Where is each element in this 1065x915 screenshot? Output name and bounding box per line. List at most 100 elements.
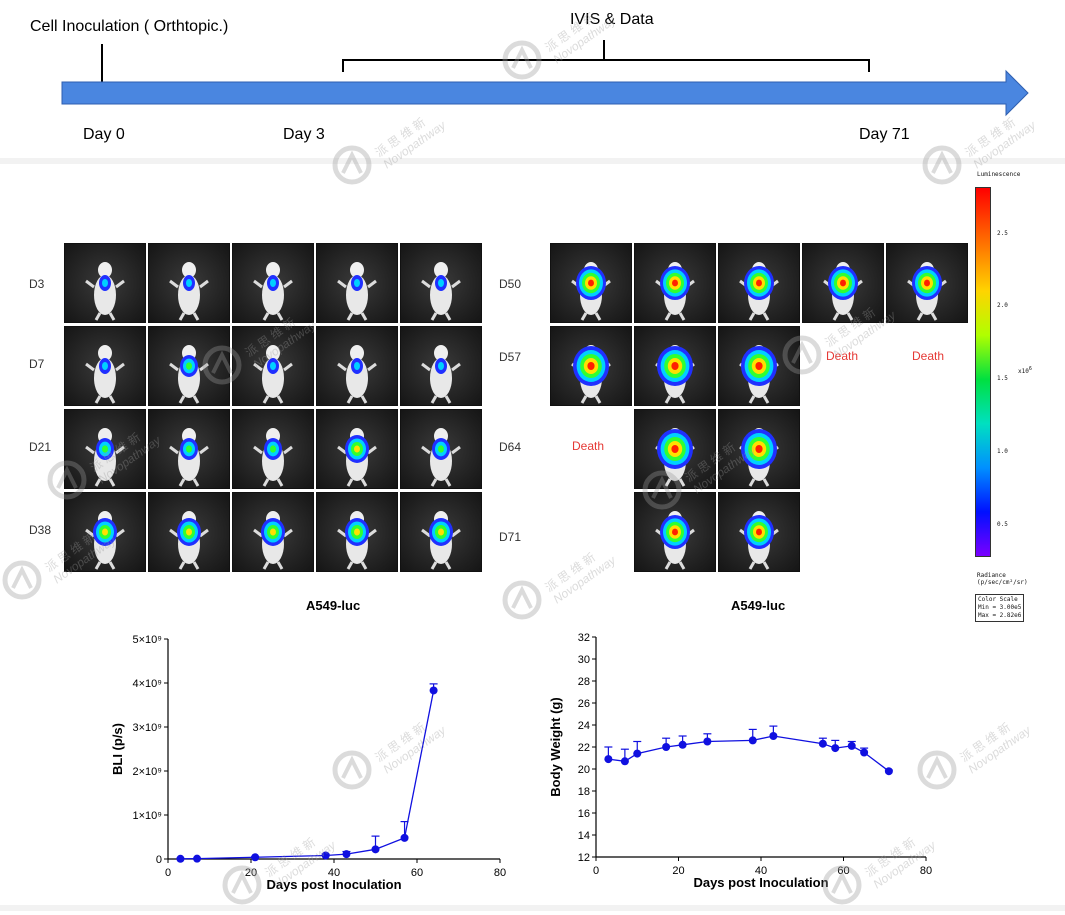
luminescence-signal	[270, 362, 276, 370]
mouse-image-d21-3-image	[253, 428, 293, 487]
mouse-image-d50-1	[550, 243, 632, 323]
data-point	[831, 744, 840, 753]
luminescence-signal	[671, 445, 679, 453]
y-tick-label: 1×10⁹	[133, 810, 163, 822]
mouse-image-d7-2-image	[169, 345, 209, 404]
y-tick-label: 2×10⁹	[133, 766, 163, 778]
colorbar-tick-0-5: 0.5	[997, 521, 1008, 528]
mouse-limbs	[421, 279, 461, 321]
mouse-image-d7-4	[316, 326, 398, 406]
luminescence-signal	[587, 362, 595, 370]
mouse-image-d57-2	[634, 326, 716, 406]
luminescence-signal	[270, 279, 276, 287]
mouse-image-d50-2-image	[655, 262, 695, 321]
y-tick-label: 3×10⁹	[133, 722, 163, 734]
row-label-d3: D3	[29, 277, 45, 291]
mouse-image-d50-2	[634, 243, 716, 323]
color-scale-max: Max = 2.82e6	[978, 612, 1022, 619]
mouse-image-d3-1-image	[85, 262, 125, 321]
mouse-image-d21-1-image	[85, 428, 125, 487]
mouse-image-d71-1	[634, 492, 716, 572]
luminescence-signal	[102, 445, 108, 453]
mouse-image-d3-1	[64, 243, 146, 323]
mouse-limbs	[169, 362, 209, 404]
y-tick-label: 0	[156, 854, 162, 866]
mouse-image-d3-4-image	[337, 262, 377, 321]
mouse-image-d21-3	[232, 409, 314, 489]
data-point	[429, 686, 438, 695]
mouse-image-d38-2-image	[169, 511, 209, 570]
death-label-d57-4: Death	[826, 349, 859, 363]
mouse-limbs	[739, 279, 779, 321]
mouse-limbs	[421, 445, 461, 487]
x-axis-label: Days post Inoculation	[693, 875, 828, 890]
luminescence-signal	[186, 279, 192, 287]
mouse-image-d3-4	[316, 243, 398, 323]
mouse-image-d21-2	[148, 409, 230, 489]
color-scale-box: Color Scale Min = 3.00e5 Max = 2.82e6	[975, 594, 1025, 622]
mouse-image-d38-5-image	[421, 511, 461, 570]
mouse-limbs	[169, 279, 209, 321]
mouse-image-d21-5	[400, 409, 482, 489]
mouse-image-d21-4-image	[337, 428, 377, 487]
mouse-image-d50-3-image	[739, 262, 779, 321]
data-point	[748, 736, 757, 745]
radiance-label-1: Radiance	[977, 572, 1006, 579]
luminescence-signal	[588, 279, 594, 287]
luminescence-signal	[672, 528, 678, 536]
mouse-image-d3-2-image	[169, 262, 209, 321]
watermark-chinese: 派 思 维 新	[957, 720, 1014, 765]
row-label-d57: D57	[499, 350, 522, 364]
mouse-image-d7-5	[400, 326, 482, 406]
data-point	[342, 850, 351, 859]
mouse-image-d64-1	[634, 409, 716, 489]
mouse-image-d7-2	[148, 326, 230, 406]
mouse-image-d38-1	[64, 492, 146, 572]
luminescence-signal	[671, 362, 679, 370]
colorbar-title: Luminescence	[977, 171, 1021, 178]
mouse-head	[98, 262, 112, 278]
y-tick-label: 24	[578, 720, 590, 732]
separator-top	[0, 158, 1065, 164]
mouse-image-d50-1-image	[571, 262, 611, 321]
mouse-image-d57-1-image	[571, 345, 611, 404]
luminescence-signal	[102, 528, 108, 536]
y-tick-label: 16	[578, 808, 590, 820]
ivis-bracket	[342, 40, 870, 72]
mouse-image-d71-2	[718, 492, 800, 572]
watermark-text: 派 思 维 新 Novopathway	[957, 712, 1034, 777]
x-tick-label: 0	[593, 865, 599, 877]
mouse-image-d38-2	[148, 492, 230, 572]
x-axis-label: Days post Inoculation	[266, 877, 401, 892]
data-point	[371, 845, 380, 854]
row-label-d21: D21	[29, 440, 52, 454]
mouse-image-d64-1-image	[655, 428, 695, 487]
data-point	[662, 743, 671, 751]
ivis-label: IVIS & Data	[570, 11, 654, 28]
mouse-image-d38-4	[316, 492, 398, 572]
mouse-image-d71-1-image	[655, 511, 695, 570]
mouse-image-d57-2-image	[655, 345, 695, 404]
data-point	[604, 755, 613, 764]
luminescence-signal	[438, 362, 444, 370]
mouse-image-d57-3-image	[739, 345, 779, 404]
mouse-image-d7-3-image	[253, 345, 293, 404]
luminescence-signal	[354, 445, 360, 453]
mouse-image-d21-2-image	[169, 428, 209, 487]
mouse-limbs	[337, 528, 377, 570]
mouse-image-d21-5-image	[421, 428, 461, 487]
mouse-image-d50-3	[718, 243, 800, 323]
series-line	[608, 735, 890, 772]
x-tick-label: 80	[494, 867, 506, 879]
data-point	[818, 739, 827, 748]
death-label-d57-5: Death	[912, 349, 945, 363]
mouse-image-d7-1-image	[85, 345, 125, 404]
mouse-image-d57-3	[718, 326, 800, 406]
color-scale-min: Min = 3.00e5	[978, 604, 1022, 611]
luminescence-signal	[438, 528, 444, 536]
luminescence-signal	[438, 279, 444, 287]
right-imaging-grid	[550, 243, 1000, 575]
watermark-english: Novopathway	[965, 723, 1034, 777]
x-tick-label: 60	[837, 865, 849, 877]
inoculation-label: Cell Inoculation ( Orthtopic.)	[30, 18, 229, 35]
